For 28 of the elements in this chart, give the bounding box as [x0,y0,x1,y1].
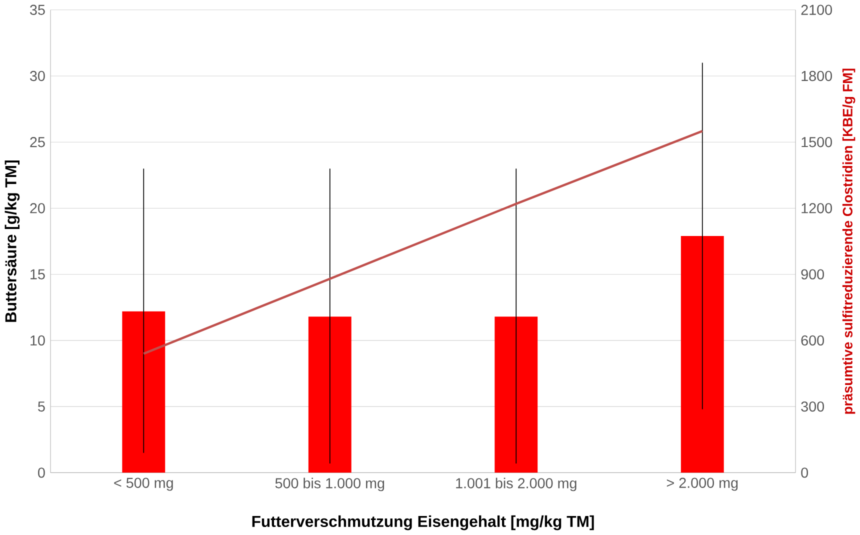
x-axis-title: Futterverschmutzung Eisengehalt [mg/kg TM] [252,515,594,530]
y-tick-label: 0 [38,468,45,478]
y2-tick-label: 900 [801,269,824,280]
y-tick-label: 30 [30,70,45,82]
y2-tick-label: 600 [801,335,824,346]
y2-axis-title: präsumtive sulfitreduzierende Clostridien [KBE/g FM] [842,68,856,414]
y-tick-label: 20 [30,203,45,214]
bar [680,236,724,473]
y-tick-label: 15 [30,269,45,280]
y2-tick-label: 2100 [801,4,832,15]
line-series [142,130,704,355]
y-tick-label: 5 [38,402,45,412]
y2-tick-label: 1200 [802,203,832,214]
y-tick-label: 25 [30,137,45,148]
y-tick-label: 10 [30,335,45,346]
x-tick-label: 500 bis 1.000 mg [275,478,384,492]
y2-tick-label: 1500 [802,137,832,148]
y2-tick-label: 0 [801,468,808,478]
bar [494,316,538,473]
y-axis-title: Buttersäure [g/kg TM] [4,160,20,322]
x-tick-label: > 2.000 mg [666,478,738,491]
x-tick-label: 1.001 bis 2.000 mg [456,478,576,492]
bar [122,311,166,473]
x-tick-label: < 500 mg [114,478,173,491]
bar [308,316,352,473]
y-tick-label: 35 [30,4,45,15]
y2-tick-label: 1800 [802,70,832,82]
y2-tick-label: 300 [801,402,824,412]
